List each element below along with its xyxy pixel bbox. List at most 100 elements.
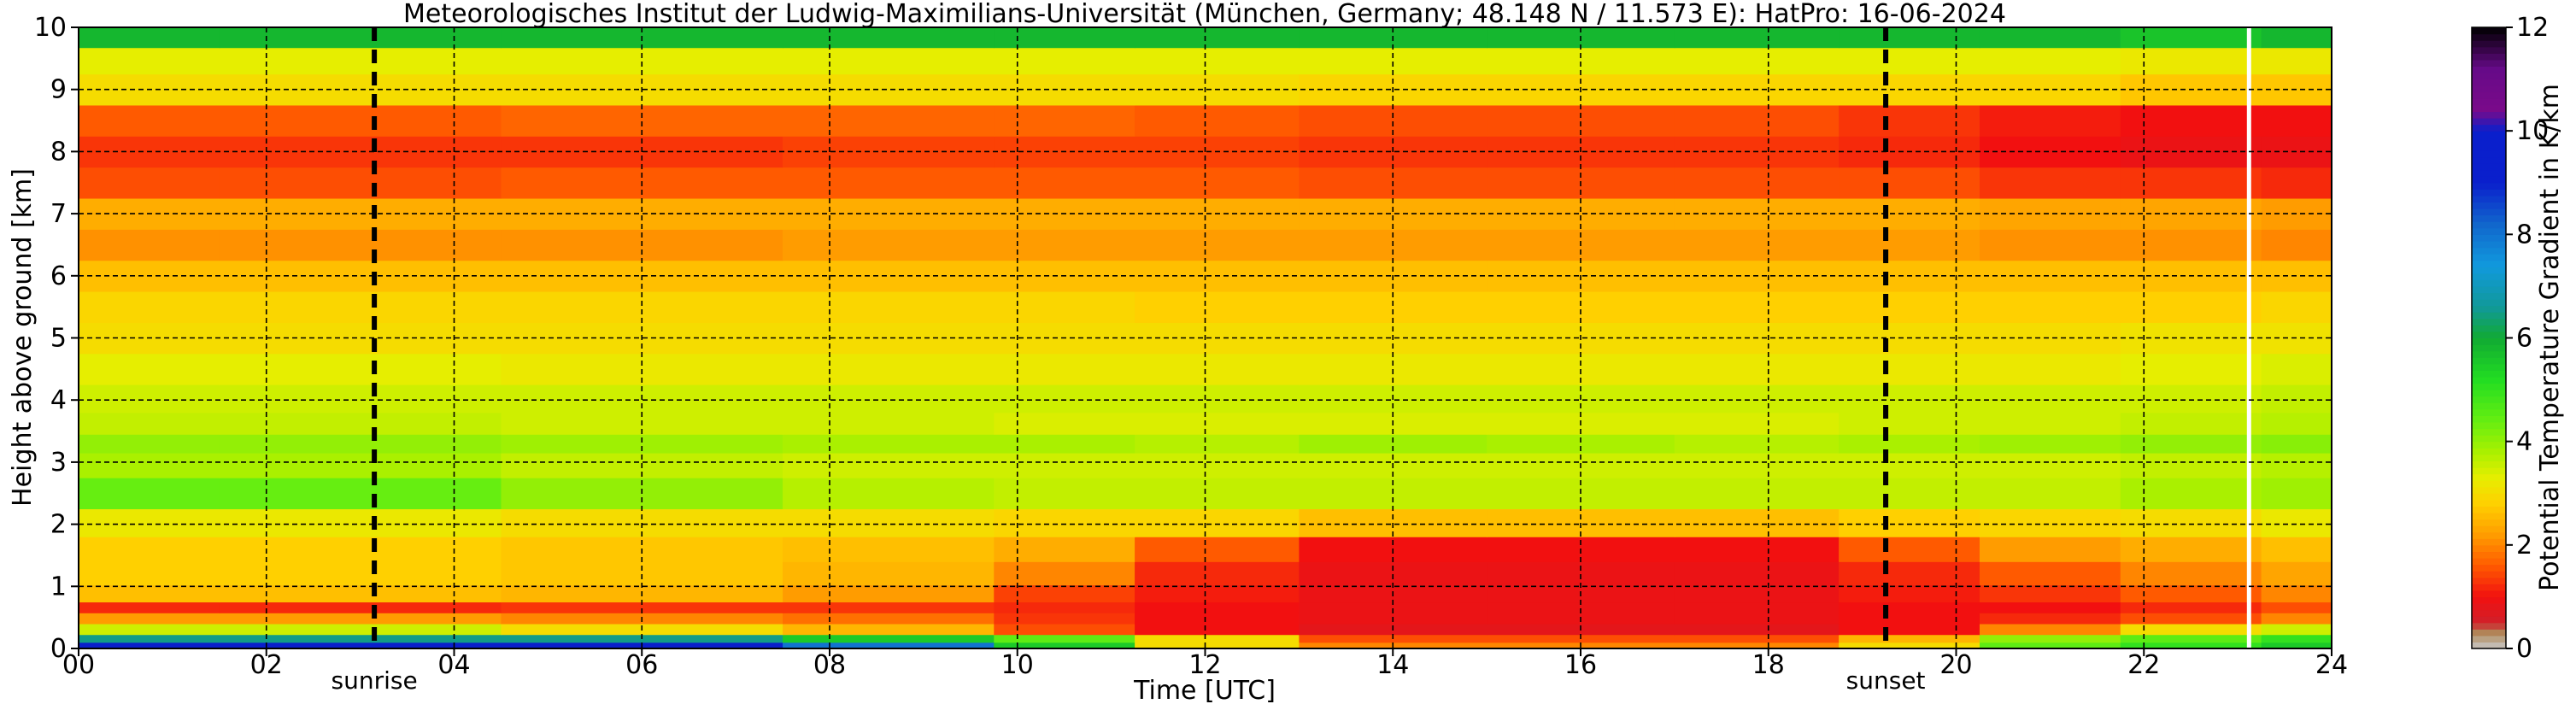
heatmap-cell [994, 601, 1135, 613]
colorbar-segment [2472, 312, 2506, 320]
heatmap-cell [79, 104, 220, 137]
colorbar-segment [2472, 176, 2506, 184]
heatmap-cell [783, 601, 995, 613]
heatmap-cell [2261, 104, 2332, 137]
sun-marker-label-sunset: sunset [1846, 666, 1926, 695]
colorbar-segment [2472, 234, 2506, 242]
heatmap-cell [2120, 537, 2262, 562]
colorbar-segment [2472, 169, 2506, 177]
heatmap-cell [1979, 613, 2121, 625]
colorbar-segment [2472, 46, 2506, 54]
heatmap-cell [1979, 642, 2121, 648]
heatmap-cell [1979, 601, 2121, 613]
heatmap-cell [219, 167, 502, 199]
heatmap-cell [1839, 508, 1980, 537]
heatmap-cell [994, 412, 1135, 435]
heatmap-cell [2120, 229, 2262, 261]
colorbar-segment [2472, 104, 2506, 113]
colorbar-segment [2472, 227, 2506, 235]
colorbar-segment [2472, 544, 2506, 553]
heatmap-cell [2261, 623, 2332, 636]
colorbar-segment [2472, 428, 2506, 436]
sun-markers [372, 27, 1889, 648]
heatmap-cell [1135, 584, 1300, 603]
heatmap-cell [2120, 47, 2262, 75]
heatmap-cell [2261, 561, 2332, 586]
heatmap-cell [1839, 290, 1980, 323]
colorbar-segment [2472, 59, 2506, 67]
heatmap-cell [1979, 537, 2121, 562]
colorbar-segment [2472, 53, 2506, 61]
x-tick-label: 24 [2315, 650, 2348, 680]
colorbar-segment [2472, 584, 2506, 591]
colorbar-segment [2472, 622, 2506, 630]
heatmap-cell [1135, 47, 1300, 75]
x-tick-label: 16 [1564, 650, 1597, 680]
y-tick-label: 4 [50, 385, 67, 415]
heatmap-cell [1839, 561, 1980, 586]
heatmap-cell [219, 290, 502, 323]
heatmap-cell [1979, 561, 2121, 586]
heatmap-cell [219, 634, 502, 643]
heatmap-cell [1674, 412, 1840, 435]
colorbar-segment [2472, 441, 2506, 449]
heatmap-cell [2261, 452, 2332, 478]
heatmap-cell [1674, 290, 1840, 323]
heatmap-cell [994, 623, 1135, 636]
heatmap-cell [1135, 537, 1300, 562]
heatmap-cell [501, 47, 783, 75]
colorbar-ticks: 0 2 4 6 8 10 12 [2506, 13, 2549, 664]
heatmap-cell [994, 47, 1135, 75]
heatmap-cell [1135, 561, 1300, 586]
heatmap-cell [219, 434, 502, 454]
heatmap-cell [2261, 290, 2332, 323]
colorbar-segment [2472, 98, 2506, 106]
colorbar-segment [2472, 279, 2506, 287]
heatmap-cell [219, 642, 502, 648]
heatmap-cell [2261, 601, 2332, 613]
heatmap-cell [1674, 642, 1840, 648]
heatmap-cell [79, 613, 220, 625]
heatmap-cell [79, 623, 220, 636]
heatmap-cell [1839, 452, 1980, 478]
colorbar-segment [2472, 240, 2506, 249]
heatmap-cell [1487, 601, 1675, 613]
colorbar-segment [2472, 285, 2506, 294]
colorbar-segment [2472, 247, 2506, 255]
heatmap-cell [994, 434, 1135, 454]
heatmap-cell [1674, 167, 1840, 199]
heatmap-cell [1979, 104, 2121, 137]
heatmap-cell [1839, 584, 1980, 603]
heatmap-cell [1299, 47, 1488, 75]
heatmap-cell [994, 508, 1135, 537]
colorbar-tick-label: 8 [2516, 220, 2532, 249]
heatmap-cell [1487, 47, 1675, 75]
y-tick-label: 9 [50, 75, 67, 105]
colorbar-segment [2472, 602, 2506, 611]
heatmap-cell [1839, 47, 1980, 75]
heatmap-cell [1979, 47, 2121, 75]
colorbar-segment [2472, 435, 2506, 443]
colorbar-segment [2472, 85, 2506, 93]
sun-marker-label-sunrise: sunrise [332, 666, 418, 695]
heatmap-cell [1979, 167, 2121, 199]
colorbar-segment [2472, 357, 2506, 365]
heatmap-cell [994, 290, 1135, 323]
heatmap-cell [1135, 634, 1300, 643]
x-axis: 00 02 04 06 08 10 12 14 16 18 20 22 24 [62, 648, 2348, 680]
heatmap-cell [1135, 290, 1300, 323]
x-tick-label: 08 [813, 650, 846, 680]
heatmap-cell [1839, 478, 1980, 510]
heatmap-cell [1979, 478, 2121, 510]
heatmap-cell [1487, 434, 1675, 454]
colorbar-segment [2472, 642, 2506, 649]
heatmap-cell [1135, 478, 1300, 510]
heatmap-cell [1839, 634, 1980, 643]
colorbar-segment [2472, 396, 2506, 403]
heatmap-cell [2120, 613, 2262, 625]
colorbar-tick-label: 10 [2516, 116, 2549, 146]
heatmap-cell [994, 613, 1135, 625]
colorbar-segment [2472, 531, 2506, 539]
heatmap-cell [2120, 384, 2262, 414]
heatmap-cell [2261, 613, 2332, 625]
